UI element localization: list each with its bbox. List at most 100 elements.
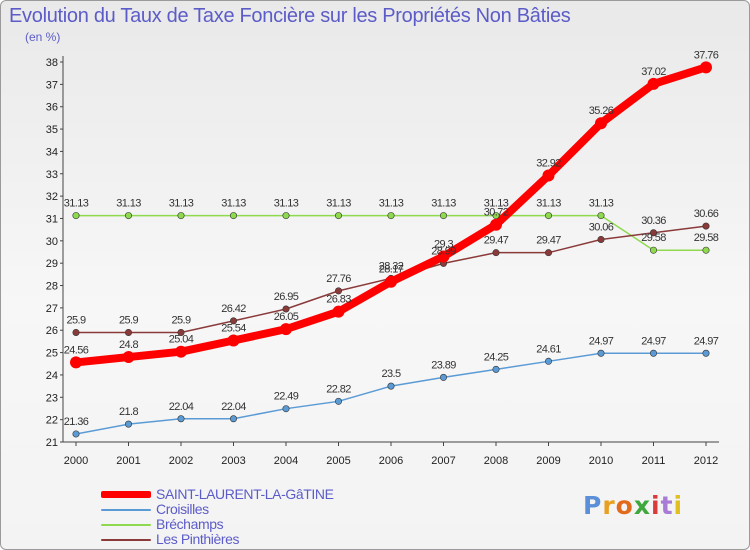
data-label: 31.13 (536, 198, 561, 210)
y-tick-label: 28 (46, 281, 58, 293)
data-point (125, 420, 133, 428)
legend-label: Croisilles (156, 501, 209, 517)
data-label: 22.49 (274, 391, 299, 403)
logo-letter: i (651, 491, 661, 520)
data-label: 29.58 (641, 232, 666, 244)
data-label: 21.8 (119, 406, 138, 418)
legend-item-les-pinthieres[interactable]: Les Pinthières (101, 531, 401, 547)
data-point (492, 365, 500, 373)
data-label: 31.13 (274, 198, 299, 210)
data-point (702, 222, 710, 230)
data-point (177, 415, 185, 423)
data-label: 30.06 (589, 221, 614, 233)
data-point (597, 235, 605, 243)
data-label: 31.13 (484, 198, 509, 210)
x-tick-label: 2008 (484, 455, 508, 467)
data-label: 21.36 (64, 416, 89, 428)
data-point (125, 212, 133, 220)
y-tick-label: 23 (46, 392, 58, 404)
data-label: 28.17 (379, 264, 404, 276)
legend-label: Bréchamps (156, 516, 224, 532)
data-label: 24.61 (536, 343, 561, 355)
data-label: 26.95 (274, 291, 299, 303)
data-point (177, 212, 185, 220)
data-point (649, 349, 657, 357)
data-point (227, 334, 240, 347)
data-point (492, 249, 500, 257)
data-label: 24.8 (119, 339, 138, 351)
legend-item-brechamps[interactable]: Bréchamps (101, 516, 401, 532)
data-label: 25.54 (221, 323, 246, 335)
data-point (595, 117, 607, 130)
x-tick-label: 2010 (589, 455, 613, 467)
x-tick-label: 2003 (221, 455, 245, 467)
data-label: 31.13 (64, 198, 89, 210)
x-tick-label: 2004 (274, 455, 298, 467)
y-tick-label: 32 (46, 191, 58, 203)
data-point (702, 246, 710, 254)
y-axis-unit: (en %) (25, 30, 61, 44)
y-tick-label: 33 (46, 169, 58, 181)
data-point (542, 169, 555, 182)
data-point (385, 275, 397, 288)
data-point (282, 405, 290, 413)
y-tick-label: 26 (46, 325, 58, 337)
x-tick-label: 2006 (379, 455, 403, 467)
data-point (125, 328, 133, 336)
x-tick-label: 2009 (536, 455, 560, 467)
data-label: 31.13 (589, 198, 614, 210)
data-label: 31.13 (326, 198, 351, 210)
logo-letter: P (583, 491, 603, 520)
y-tick-label: 24 (46, 370, 58, 382)
data-point (177, 328, 185, 336)
y-tick-label: 35 (46, 124, 58, 136)
x-tick-label: 2012 (694, 455, 718, 467)
data-point (230, 415, 238, 423)
data-point (72, 212, 80, 220)
legend-swatch (101, 539, 151, 541)
data-point (387, 212, 395, 220)
logo-letter: r (602, 491, 616, 520)
data-label: 30.66 (694, 208, 719, 220)
data-point (649, 246, 657, 254)
data-point (702, 349, 710, 357)
data-point (122, 351, 135, 364)
data-label: 29.3 (434, 238, 453, 250)
legend-swatch (101, 524, 151, 526)
data-label: 31.13 (169, 198, 194, 210)
data-label: 28.32 (379, 260, 404, 272)
data-label: 31.13 (221, 198, 246, 210)
data-point (282, 305, 290, 313)
y-tick-label: 31 (46, 213, 58, 225)
proxiti-logo: Proxiti (583, 491, 683, 520)
data-label: 26.83 (326, 294, 351, 306)
data-label: 26.05 (274, 311, 299, 323)
legend-swatch (101, 491, 151, 498)
data-label: 29.47 (536, 235, 561, 247)
data-point (597, 212, 605, 220)
y-tick-label: 38 (46, 57, 58, 69)
legend-item-croisilles[interactable]: Croisilles (101, 501, 401, 517)
data-point (649, 229, 657, 237)
y-tick-label: 27 (46, 303, 58, 315)
data-label: 28.99 (431, 245, 456, 257)
y-tick-label: 30 (46, 236, 58, 248)
logo-letter: x (633, 491, 651, 520)
data-point (72, 328, 80, 336)
legend-item-saint-laurent[interactable]: SAINT-LAURENT-LA-GâTINE (101, 486, 401, 502)
data-label: 24.97 (589, 335, 614, 347)
data-point (72, 430, 80, 438)
x-tick-label: 2000 (64, 455, 88, 467)
chart-title: Evolution du Taux de Taxe Foncière sur l… (9, 5, 571, 27)
data-point (175, 345, 187, 358)
data-label: 37.76 (694, 49, 719, 61)
data-label: 31.13 (431, 198, 456, 210)
data-point (332, 305, 345, 318)
logo-letter: i (673, 491, 684, 520)
data-point (282, 212, 290, 220)
data-label: 32.92 (536, 158, 561, 170)
x-tick-label: 2002 (169, 455, 193, 467)
x-tick-label: 2011 (642, 455, 666, 467)
data-label: 24.97 (694, 335, 719, 347)
data-label: 30.72 (484, 207, 509, 219)
